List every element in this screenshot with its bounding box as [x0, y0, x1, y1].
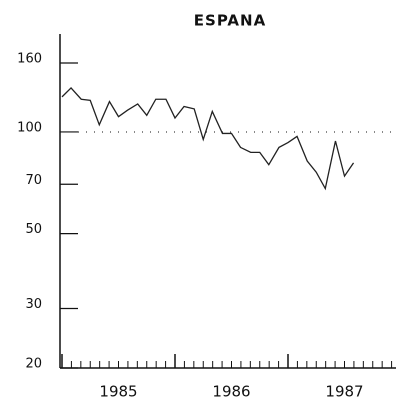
chart-title: ESPANA	[194, 12, 266, 30]
y-tick-label: 30	[25, 297, 42, 312]
y-tick-label: 70	[25, 173, 42, 188]
x-tick-label: 1985	[99, 383, 137, 401]
y-tick-label: 100	[17, 120, 42, 135]
data-line	[61, 86, 355, 191]
y-tick-label: 50	[25, 222, 42, 237]
x-tick-label: 1986	[212, 383, 250, 401]
y-tick-label: 160	[17, 52, 42, 67]
y-tick-label: 20	[25, 357, 42, 372]
x-tick-label: 1987	[325, 383, 363, 401]
